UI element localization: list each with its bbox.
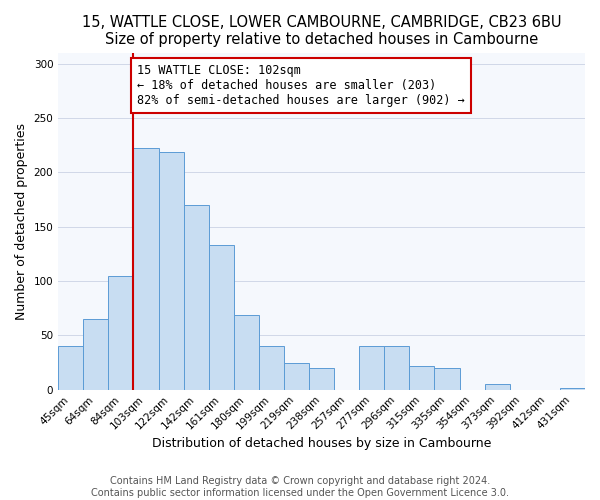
Y-axis label: Number of detached properties: Number of detached properties [15,122,28,320]
Bar [434,368,460,390]
Bar [385,346,409,390]
Bar [184,205,209,390]
Text: Contains HM Land Registry data © Crown copyright and database right 2024.
Contai: Contains HM Land Registry data © Crown c… [91,476,509,498]
Bar [560,388,585,390]
Title: 15, WATTLE CLOSE, LOWER CAMBOURNE, CAMBRIDGE, CB23 6BU
Size of property relative: 15, WATTLE CLOSE, LOWER CAMBOURNE, CAMBR… [82,15,562,48]
Text: 15 WATTLE CLOSE: 102sqm
← 18% of detached houses are smaller (203)
82% of semi-d: 15 WATTLE CLOSE: 102sqm ← 18% of detache… [137,64,465,106]
Bar [158,152,184,390]
Bar [284,362,309,390]
Bar [83,319,109,390]
Bar [409,366,434,390]
Bar [259,346,284,390]
Bar [234,314,259,390]
Bar [209,245,234,390]
Bar [109,276,133,390]
X-axis label: Distribution of detached houses by size in Cambourne: Distribution of detached houses by size … [152,437,491,450]
Bar [58,346,83,390]
Bar [133,148,158,390]
Bar [485,384,510,390]
Bar [359,346,385,390]
Bar [309,368,334,390]
